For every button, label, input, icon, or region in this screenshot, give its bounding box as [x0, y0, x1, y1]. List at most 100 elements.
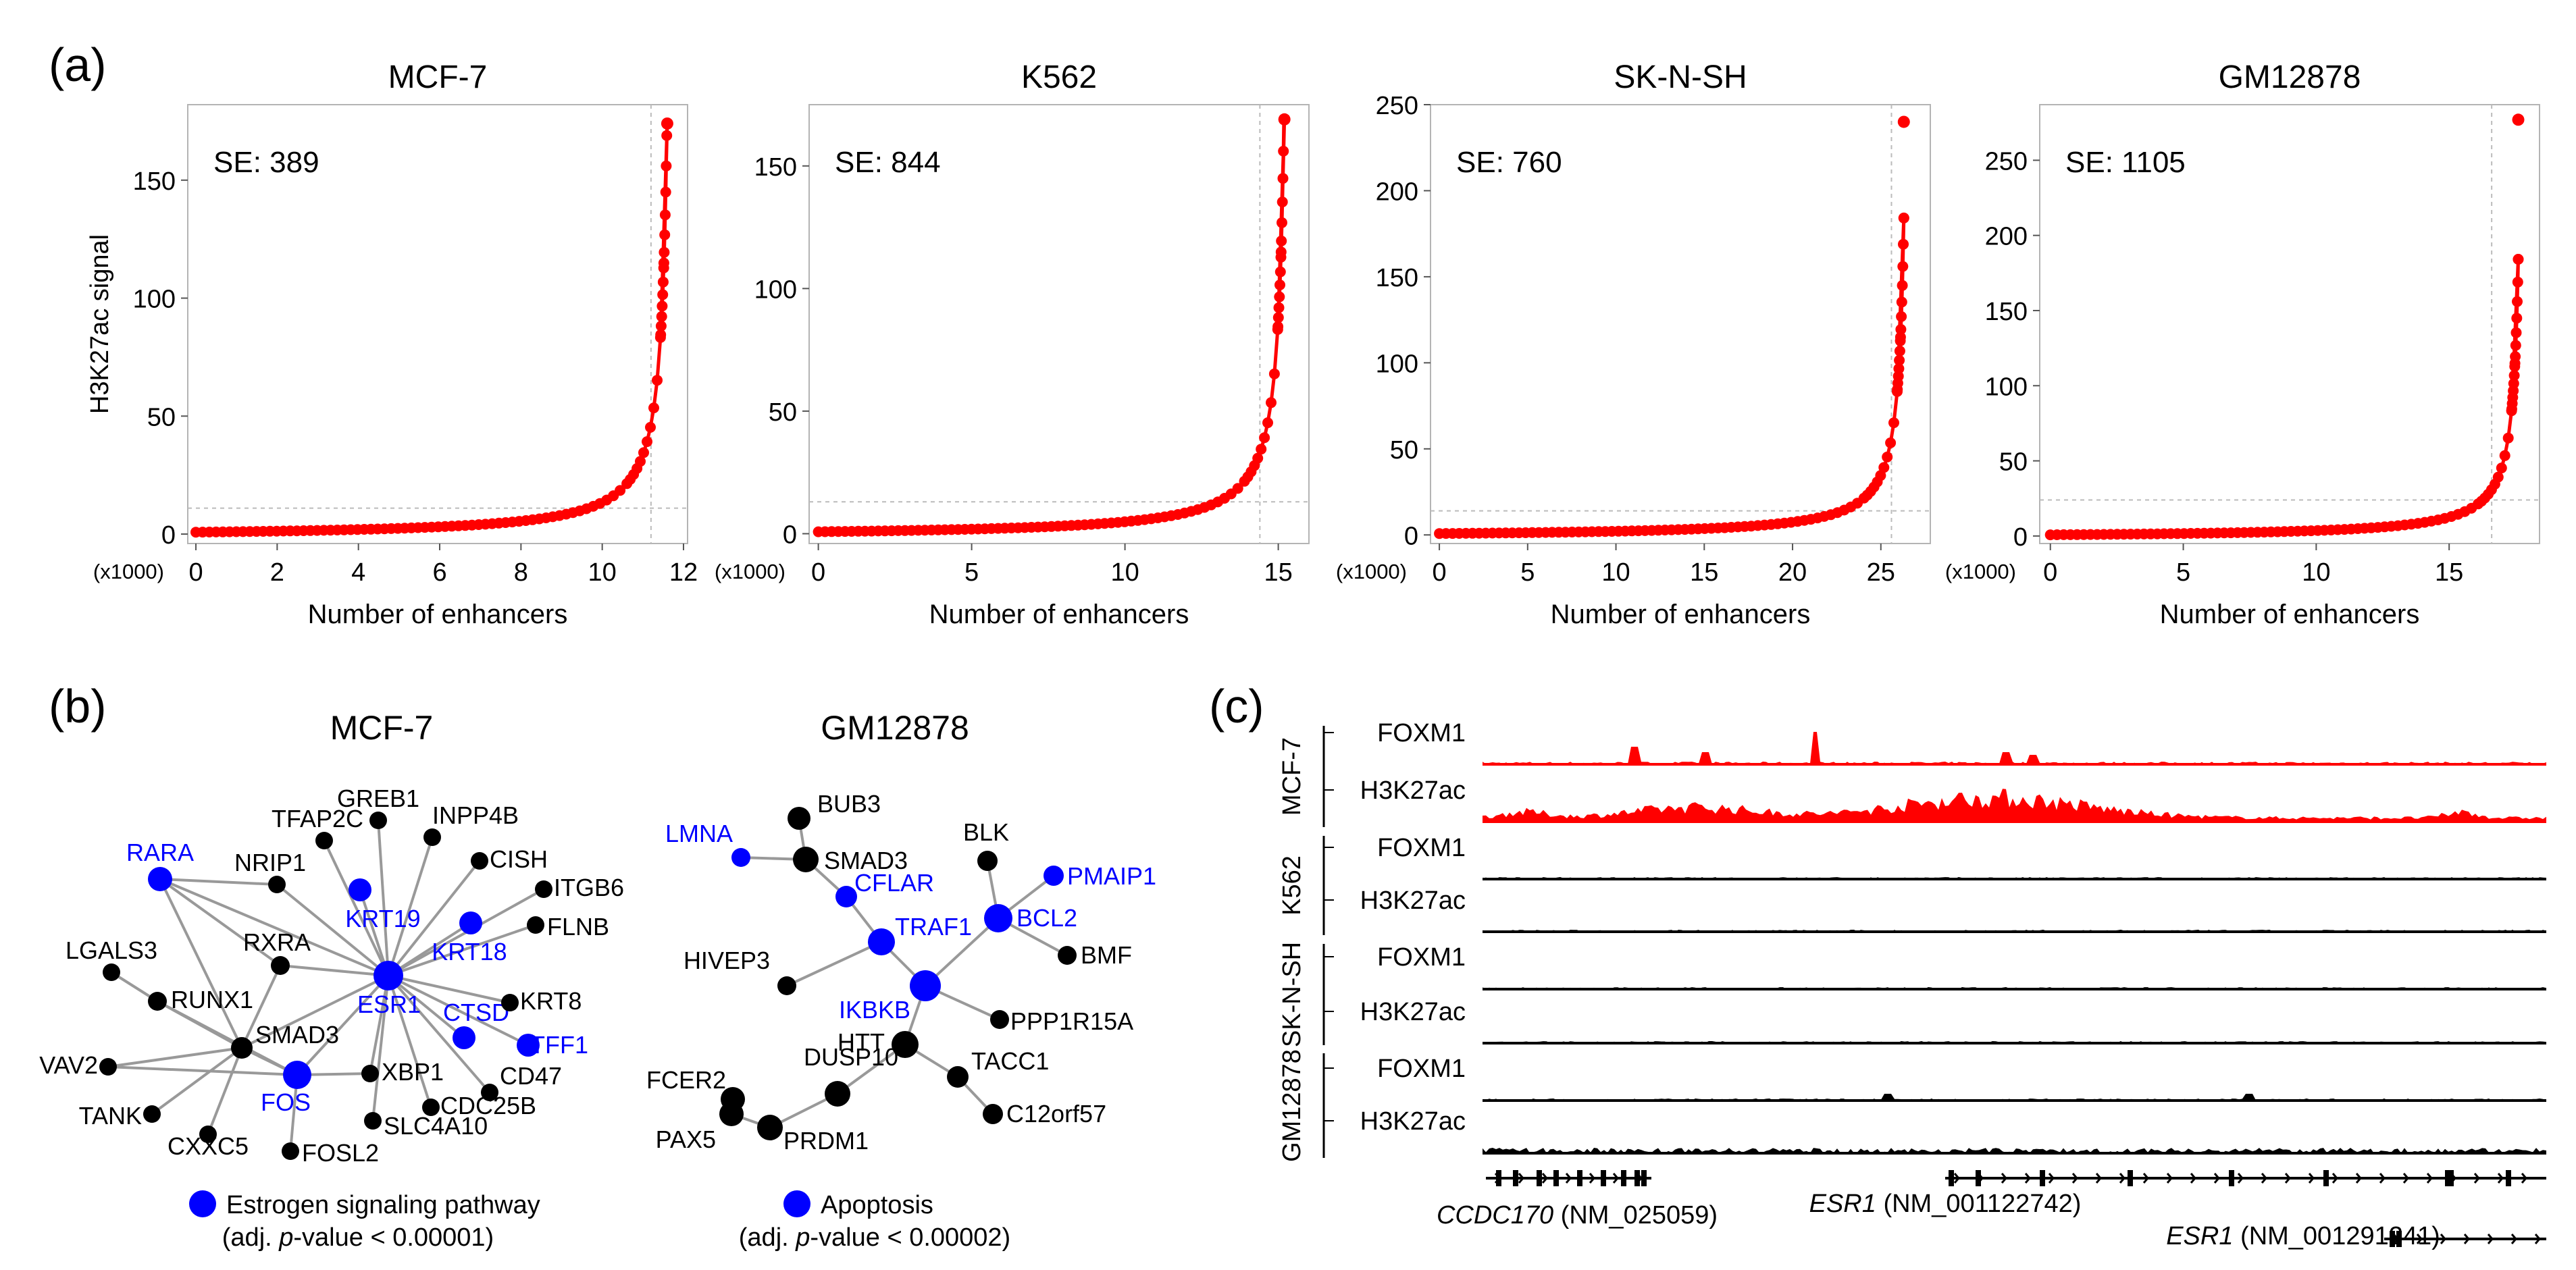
network-node-bcl2 — [984, 904, 1012, 932]
panel-label-b: (b) — [49, 680, 107, 733]
se-count-annotation: SE: 760 — [1456, 146, 1562, 179]
network-node-hivep3 — [777, 976, 796, 995]
enhancer-point — [1895, 323, 1907, 335]
network-node-tank — [143, 1105, 161, 1123]
enhancer-point — [1256, 444, 1267, 455]
enhancer-point — [1277, 196, 1288, 208]
network-edge — [836, 1043, 906, 1095]
network-node-slc4a10 — [364, 1112, 382, 1130]
exon — [1496, 1170, 1501, 1186]
enhancer-point — [2502, 432, 2514, 444]
network-node-tff1 — [517, 1034, 540, 1057]
network-edge — [207, 1047, 243, 1135]
enhancer-point — [642, 436, 652, 448]
network-node-label: LMNA — [665, 820, 733, 847]
se-count-annotation: SE: 844 — [835, 146, 941, 179]
network-node-label: PMAIP1 — [1067, 862, 1156, 890]
network-1: MCF-7 ESR1 FOS SMAD3 RARA KRT19 KRT18 CTSD TFF1 G… — [39, 709, 624, 1252]
network-node-ikbkb — [910, 970, 941, 1001]
enhancer-point — [660, 186, 671, 198]
signal-track — [1483, 930, 2546, 932]
network-edge — [388, 974, 511, 1004]
network-node-label: DUSP10 — [804, 1043, 898, 1071]
plot-frame — [2039, 104, 2540, 544]
network-node-label: PPP1R15A — [1010, 1007, 1133, 1035]
cell-line-label: SK-N-SH — [1278, 942, 1306, 1047]
enhancer-point — [661, 117, 673, 130]
strand-arrow — [2355, 1173, 2362, 1184]
network-edge — [371, 975, 390, 1121]
x-tick-label: 10 — [588, 558, 617, 587]
enhancer-curve — [818, 117, 1287, 534]
enhancer-point — [2511, 313, 2523, 324]
enhancer-point — [2512, 113, 2525, 126]
exon — [2128, 1170, 2133, 1186]
y-tick-label: 100 — [1376, 350, 1418, 378]
network-node-label: PRDM1 — [783, 1127, 869, 1155]
strand-arrow — [2463, 1234, 2470, 1244]
network-2: GM12878 BUB3 SMAD3 LMNA CFLAR TRAF1 BCL2 PMAIP1… — [646, 709, 1156, 1252]
enhancer-point — [2512, 296, 2523, 307]
enhancer-point — [656, 300, 668, 312]
enhancer-curve — [1439, 217, 1906, 535]
network-node-krt8 — [501, 994, 519, 1011]
strand-arrow — [1541, 1173, 1548, 1184]
network-node-label: HTT — [838, 1028, 885, 1056]
network-edge — [107, 1047, 242, 1068]
signal-track — [1483, 732, 2546, 764]
network-node-label: TACC1 — [971, 1047, 1049, 1075]
network-node-nrip1 — [268, 876, 286, 893]
network-node-label: TFF1 — [530, 1031, 588, 1059]
network-node-label: XBP1 — [382, 1058, 444, 1086]
enhancer-point — [661, 130, 673, 141]
enhancer-point — [1888, 417, 1899, 429]
x-axis-label: Number of enhancers — [308, 600, 568, 629]
strand-arrow — [1953, 1173, 1960, 1184]
chart-title: GM12878 — [2219, 59, 2361, 95]
network-node-dusp10 — [825, 1081, 850, 1107]
network-node-label: KRT18 — [432, 938, 507, 965]
network-node-label: SMAD3 — [255, 1021, 339, 1049]
network-node-label: C12orf57 — [1006, 1100, 1106, 1128]
enhancer-point — [658, 262, 669, 273]
network-node-label: ITGB6 — [554, 874, 624, 901]
strand-arrow — [2440, 1234, 2446, 1244]
legend-marker — [189, 1190, 216, 1217]
enhancer-point — [1274, 266, 1286, 277]
strand-arrow — [2521, 1173, 2527, 1184]
y-axis-label: H3K27ac signal — [86, 234, 114, 414]
enhancer-point — [1252, 452, 1264, 464]
network-node-cxxc5 — [199, 1126, 217, 1143]
panel-label-c: (c) — [1209, 680, 1264, 733]
enhancer-point — [1278, 145, 1289, 157]
enhancer-point — [1897, 115, 1910, 128]
enhancer-point — [1885, 437, 1897, 448]
network-edge — [387, 837, 434, 976]
enhancer-point — [1894, 354, 1905, 366]
y-tick-label: 100 — [133, 286, 176, 314]
network-node-tacc1 — [947, 1066, 969, 1088]
track-label: H3K27ac — [1360, 998, 1466, 1026]
network-node-bmf — [1058, 946, 1077, 965]
network-edge — [377, 820, 390, 976]
strand-arrow — [2510, 1234, 2517, 1244]
enhancer-point — [1268, 368, 1280, 379]
x-multiplier: (x1000) — [1336, 560, 1407, 583]
x-tick-label: 12 — [669, 558, 698, 587]
network-node-tfap2c — [315, 832, 333, 849]
cell-line-label: GM12878 — [1278, 1049, 1306, 1162]
track-group-3: SK-N-SH FOXM1 H3K27ac — [1278, 942, 2546, 1047]
strand-arrow — [2497, 1173, 2504, 1184]
network-node-krt18 — [459, 911, 482, 934]
network-edge — [924, 917, 1000, 987]
plot-frame — [187, 104, 688, 544]
network-node-runx1 — [148, 992, 167, 1011]
se-count-annotation: SE: 389 — [213, 146, 319, 179]
strand-arrow — [2534, 1234, 2541, 1244]
network-node-krt19 — [349, 878, 371, 901]
enhancer-point — [1275, 252, 1287, 263]
exon — [1634, 1170, 1640, 1186]
network-node-label: VAV2 — [39, 1051, 98, 1079]
signal-track — [1483, 1041, 2546, 1043]
legend-marker — [783, 1190, 810, 1217]
